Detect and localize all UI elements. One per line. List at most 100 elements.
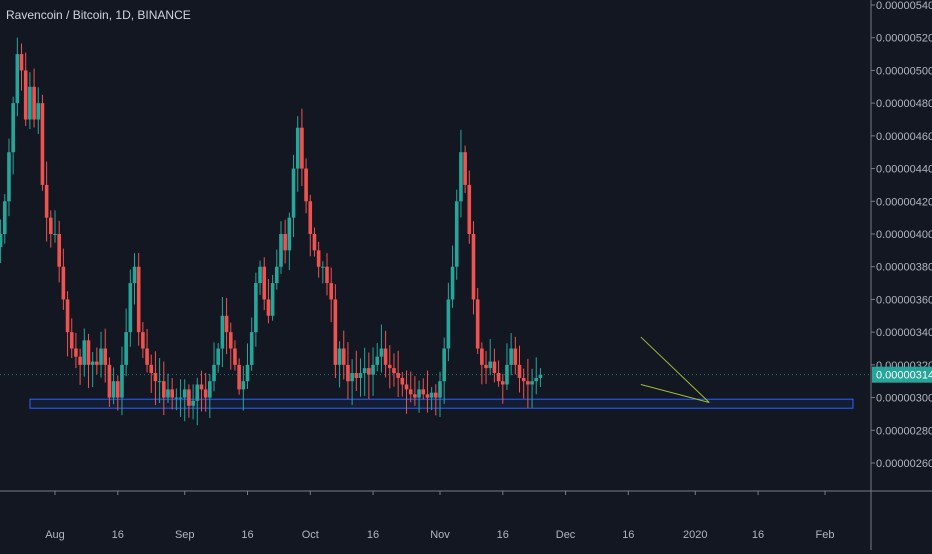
y-tick-label: 0.00000360 [876,294,932,306]
last-price-label: 0.00000314 [876,370,932,382]
candle-body [245,364,250,382]
candle-body [53,234,57,235]
candle-body [446,299,451,349]
candle-body [258,266,262,284]
candle-body [208,381,212,398]
x-tick-label: Oct [302,529,319,541]
candle-body [341,348,346,365]
candle-body [157,381,162,383]
candle-body [237,364,241,390]
candle-body [266,299,271,316]
candle-body [316,250,321,267]
candle-body [396,373,400,378]
candle-body [513,348,518,365]
candle-body [107,364,112,398]
candle-body [141,332,145,349]
candle-body [74,348,78,357]
candle-body [291,168,296,218]
candle-body [505,364,509,385]
candle-body [57,234,61,267]
candle-body [224,315,229,333]
candle-body [375,356,380,365]
candle-body [195,384,200,401]
candle-body [387,364,392,369]
candle-body [408,389,413,395]
candle-body [392,368,396,374]
candle-body [7,152,11,202]
candle-body [538,374,543,378]
candle-body [350,373,354,382]
candle-body [182,389,187,398]
y-tick-label: 0.00000500 [876,65,932,77]
candle-body [496,373,501,382]
candle-body [36,103,41,120]
candle-body [521,377,526,382]
candle-body [367,368,371,375]
y-tick-label: 0.00000440 [876,164,932,176]
candle-body [203,389,208,398]
y-tick-label: 0.00000260 [876,458,932,470]
candle-body [241,381,246,390]
candle-body [69,332,74,349]
candle-body [128,283,133,333]
candle-body [279,234,283,267]
candle-body [136,266,141,333]
candle-body [149,364,154,374]
candle-body [95,361,99,365]
x-tick-label: 16 [241,529,253,541]
x-tick-label: 16 [622,529,634,541]
candle-body [492,361,497,374]
candle-body [509,348,513,365]
candle-body [354,373,359,378]
candle-body [425,394,430,398]
candle-body [86,340,91,365]
y-tick-label: 0.00000420 [876,196,932,208]
candle-body [526,381,530,385]
y-tick-label: 0.00000400 [876,229,932,241]
candle-body [228,332,233,349]
candle-body [19,54,24,71]
y-tick-label: 0.00000540 [876,0,932,12]
candle-body [454,201,459,267]
candle-body [187,389,191,406]
candle-body [61,266,66,300]
candle-body [450,266,455,300]
candle-body [475,299,480,349]
candle-body [346,364,350,382]
x-tick-label: Aug [45,529,65,541]
candle-body [0,234,3,248]
candle-body [90,361,95,365]
candle-body [329,283,333,300]
candle-body [249,332,254,365]
candle-body [300,127,304,169]
candle-body [162,381,166,398]
candle-body [153,373,158,382]
candle-body [421,389,426,395]
x-tick-label: 16 [367,529,379,541]
candle-body [212,364,216,382]
candle-body [438,381,442,398]
candle-body [44,184,49,218]
candle-body [325,266,329,284]
candle-body [65,299,70,333]
candle-body [442,348,446,382]
candle-body [467,184,472,234]
candle-body [283,234,287,251]
candle-body [15,54,20,104]
candle-body [233,348,237,365]
candle-body [362,368,367,374]
candle-body [379,348,384,357]
candle-body [429,392,434,398]
candle-body [99,348,103,365]
candle-body [49,217,53,234]
y-tick-label: 0.00000380 [876,262,932,274]
x-tick-label: Nov [430,529,450,541]
candle-body [220,315,225,349]
candle-body [120,364,124,398]
candle-body [383,348,388,365]
candle-body [32,86,36,120]
candle-body [40,103,45,185]
candle-body [488,361,493,369]
